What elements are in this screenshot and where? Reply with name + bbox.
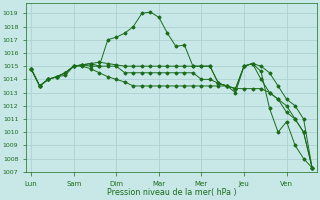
X-axis label: Pression niveau de la mer( hPa ): Pression niveau de la mer( hPa ) xyxy=(107,188,236,197)
